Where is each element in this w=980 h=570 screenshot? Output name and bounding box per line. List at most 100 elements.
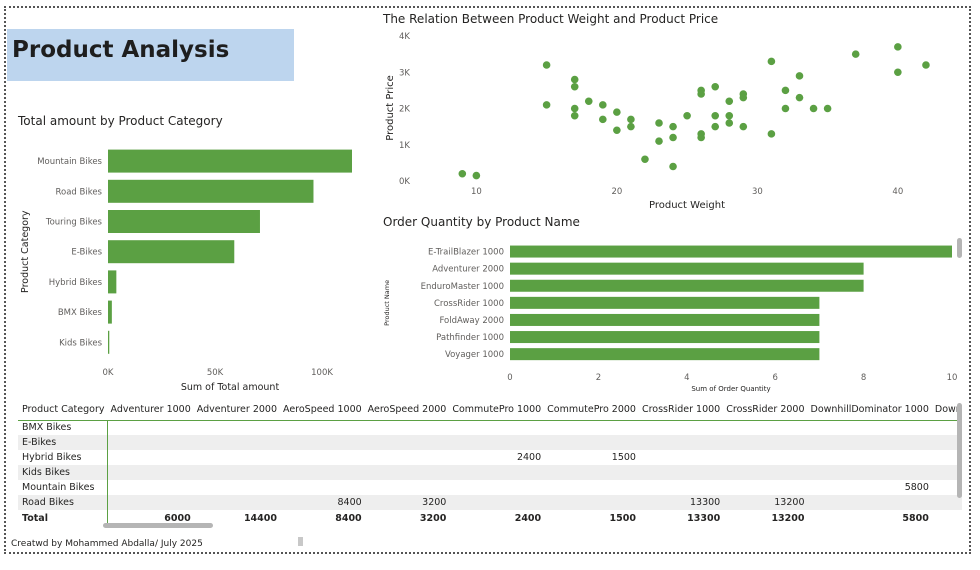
matrix-row-label[interactable]: Kids Bikes xyxy=(18,465,108,480)
matrix-cell xyxy=(193,435,280,450)
matrix-row-label[interactable]: BMX Bikes xyxy=(18,420,108,435)
title-banner: Product Analysis xyxy=(7,29,294,81)
x-tick-label: 6 xyxy=(772,373,777,383)
matrix-cell xyxy=(108,480,194,495)
matrix-column-header[interactable]: AeroSpeed 1000 xyxy=(280,400,365,421)
x-tick-label: 100K xyxy=(311,368,333,378)
weight-price-scatter[interactable]: 0K 1K 2K 3K 4K 10 20 30 40 Product Weight Product … xyxy=(380,28,960,212)
matrix-cell: 2400 xyxy=(516,452,542,463)
orders-chart-title: Order Quantity by Product Name xyxy=(383,215,580,229)
scatter-point xyxy=(739,122,748,131)
matrix-row-label[interactable]: Mountain Bikes xyxy=(18,480,108,495)
matrix-column-header[interactable]: DownhillDomi xyxy=(931,400,962,421)
matrix-cell xyxy=(193,465,280,480)
scatter-point xyxy=(458,169,467,178)
matrix-column-header[interactable]: CrossRider 2000 xyxy=(723,400,808,421)
matrix-row: BMX Bikes xyxy=(18,420,962,435)
matrix-row-header[interactable]: Product Category xyxy=(18,400,108,421)
matrix-cell: 5800 xyxy=(904,482,929,493)
matrix-cell xyxy=(638,465,724,480)
category-bar-chart[interactable]: Mountain Bikes Road Bikes Touring Bikes E-B… xyxy=(14,135,364,397)
scatter-point xyxy=(894,43,902,51)
matrix-cell xyxy=(194,420,280,435)
matrix-row-label[interactable]: E-Bikes xyxy=(18,435,108,450)
matrix-column-header[interactable]: CrossRider 1000 xyxy=(638,400,724,421)
y-tick-label: 4K xyxy=(399,32,410,42)
scatter-point xyxy=(767,57,776,66)
category-tick-label: CrossRider 1000 xyxy=(434,299,504,309)
scatter-point xyxy=(823,104,832,113)
scatter-point xyxy=(542,101,551,109)
matrix-column-header[interactable]: CommutePro 2000 xyxy=(544,400,639,421)
category-chart-title: Total amount by Product Category xyxy=(18,114,223,128)
matrix-cell xyxy=(807,465,932,480)
scatter-point xyxy=(570,104,579,113)
x-axis-label: Sum of Order Quantity xyxy=(691,385,770,393)
scatter-point xyxy=(725,119,734,127)
matrix-row: Kids Bikes xyxy=(18,465,962,480)
matrix-cell xyxy=(280,435,365,450)
scatter-point xyxy=(669,162,677,171)
bar xyxy=(510,313,820,326)
scatter-point xyxy=(570,75,579,84)
x-tick-label: 10 xyxy=(471,187,482,197)
matrix-total-cell: 6000 xyxy=(164,512,191,524)
y-axis-label: Product Category xyxy=(20,210,31,293)
matrix-column-header[interactable]: Adventurer 2000 xyxy=(193,400,280,421)
matrix-column-header[interactable]: DownhillDominator 1000 xyxy=(807,400,932,421)
matrix-cell xyxy=(808,450,932,465)
category-tick-label: E-Bikes xyxy=(71,248,102,258)
matrix-cell xyxy=(931,465,962,480)
matrix-cell xyxy=(723,480,807,495)
scatter-point xyxy=(725,97,734,106)
y-tick-label: 3K xyxy=(399,68,410,78)
matrix-total-cell: 2400 xyxy=(514,512,542,524)
matrix-row-label[interactable]: Hybrid Bikes xyxy=(18,450,108,465)
matrix-cell xyxy=(193,495,280,510)
x-tick-label: 0 xyxy=(507,373,512,383)
bar xyxy=(108,300,112,324)
matrix-cell xyxy=(365,480,450,495)
scatter-point xyxy=(711,111,720,120)
scatter-point xyxy=(669,122,677,131)
y-tick-label: 2K xyxy=(399,105,410,115)
matrix-total-cell: 8400 xyxy=(335,512,362,524)
category-tick-label: EnduroMaster 1000 xyxy=(421,282,504,292)
y-tick-label: 1K xyxy=(399,141,410,151)
matrix-cell: 13300 xyxy=(638,495,724,510)
matrix-cell xyxy=(449,495,545,510)
x-tick-label: 10 xyxy=(947,373,958,383)
scatter-point xyxy=(655,119,663,127)
bar xyxy=(510,262,864,275)
matrix-cell xyxy=(638,435,724,450)
matrix-cell xyxy=(107,495,194,510)
matrix-row-label[interactable]: Road Bikes xyxy=(18,495,108,510)
footer-credit: Creatwd by Mohammed Abdalla/ July 2025 xyxy=(11,539,203,549)
matrix-column-header[interactable]: AeroSpeed 2000 xyxy=(364,400,450,421)
scatter-point xyxy=(599,101,607,109)
matrix-cell xyxy=(931,495,962,510)
matrix-column-header[interactable]: CommutePro 1000 xyxy=(449,400,545,421)
category-tick-label: Adventurer 2000 xyxy=(432,265,504,275)
matrix-vertical-scrollbar[interactable] xyxy=(957,403,962,498)
page-indicator xyxy=(298,537,303,546)
bar xyxy=(108,240,235,264)
scatter-point xyxy=(472,171,481,180)
scatter-point xyxy=(697,133,705,142)
matrix-cell xyxy=(280,420,365,435)
y-axis-label: Product Price xyxy=(385,75,396,141)
matrix-horizontal-scrollbar[interactable] xyxy=(103,523,213,528)
bar xyxy=(510,296,820,309)
matrix-cell xyxy=(107,435,194,450)
category-tick-label: E-TrailBlazer 1000 xyxy=(428,248,504,258)
order-quantity-bar-chart[interactable]: E-TrailBlazer 1000 Adventurer 2000 EnduroM… xyxy=(380,236,960,396)
matrix-row: E-Bikes xyxy=(18,435,962,450)
scatter-point xyxy=(570,82,579,91)
orders-chart-scrollbar[interactable] xyxy=(957,238,962,258)
matrix-cell xyxy=(544,420,639,435)
scatter-point xyxy=(711,82,720,91)
matrix-row: Hybrid Bikes 2400 1500 xyxy=(18,450,962,465)
matrix-cell xyxy=(544,465,639,480)
matrix-column-header[interactable]: Adventurer 1000 xyxy=(107,400,194,421)
matrix-total-cell: 5800 xyxy=(902,512,929,524)
